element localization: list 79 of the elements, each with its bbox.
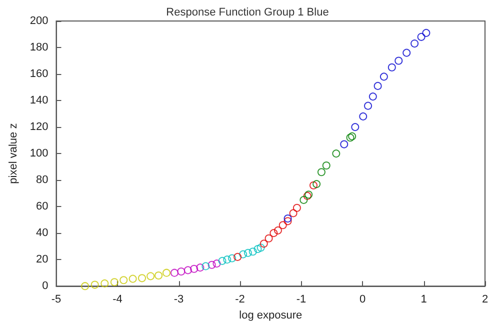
point [380, 72, 388, 81]
point [264, 234, 273, 242]
point [110, 278, 118, 286]
y-tick-label: 0 [42, 280, 48, 292]
point [359, 112, 368, 120]
y-tick-label: 160 [30, 68, 48, 80]
point [322, 161, 330, 170]
point [81, 282, 90, 290]
point [310, 181, 318, 190]
point [228, 254, 236, 262]
point [256, 244, 265, 252]
point [278, 221, 287, 230]
point [332, 150, 340, 158]
point [284, 214, 292, 222]
y-tick-label: 200 [30, 15, 48, 27]
y-tick-label: 180 [30, 42, 48, 54]
chart-title: Response Function Group 1 Blue [166, 6, 329, 18]
point [162, 268, 170, 277]
point [190, 264, 198, 273]
point [317, 168, 326, 176]
point [244, 248, 252, 257]
point [417, 32, 426, 41]
point [184, 266, 192, 274]
point [218, 256, 226, 265]
point [223, 256, 232, 264]
x-tick-label: -3 [174, 294, 184, 306]
point [289, 209, 298, 218]
point [388, 63, 396, 72]
point [254, 244, 262, 253]
point [394, 56, 403, 65]
point [154, 272, 163, 280]
point [100, 279, 109, 288]
point [300, 196, 308, 204]
point [208, 260, 216, 269]
point [196, 264, 204, 272]
point [374, 82, 382, 90]
x-tick-label: -2 [235, 294, 245, 306]
point [138, 274, 146, 282]
point [312, 180, 321, 188]
point [248, 248, 257, 256]
y-tick-label: 40 [36, 227, 48, 240]
point [340, 140, 348, 148]
point [368, 92, 377, 101]
y-tick-label: 60 [36, 200, 48, 213]
point [146, 272, 155, 280]
point [292, 204, 301, 212]
x-tick-label: 2 [482, 294, 488, 306]
y-tick-label: 100 [30, 148, 48, 160]
y-tick-label: 80 [36, 174, 48, 186]
point [212, 260, 221, 268]
y-axis-title: pixel value z [8, 123, 20, 184]
y-tick-label: 20 [36, 254, 48, 266]
point [274, 226, 282, 234]
point [410, 40, 419, 48]
x-tick-label: 0 [359, 294, 366, 306]
point [128, 274, 137, 283]
point [90, 280, 99, 289]
y-tick-label: 120 [30, 121, 48, 134]
x-tick-label: -4 [112, 294, 122, 306]
point [234, 252, 242, 261]
x-tick-label: 1 [420, 294, 427, 306]
point [284, 217, 292, 226]
point [364, 102, 372, 110]
y-tick-label: 140 [30, 94, 48, 107]
point [351, 123, 360, 132]
x-axis-title: log exposure [239, 310, 302, 322]
point [422, 28, 430, 37]
point [346, 134, 354, 142]
point [177, 268, 186, 276]
point [202, 262, 210, 270]
point [348, 132, 356, 140]
point [270, 229, 278, 238]
point [402, 48, 411, 57]
x-tick-label: -1 [296, 294, 306, 306]
point [260, 240, 268, 248]
point [120, 276, 128, 284]
x-tick-label: -5 [51, 294, 62, 306]
point [170, 268, 178, 277]
point [239, 250, 248, 258]
